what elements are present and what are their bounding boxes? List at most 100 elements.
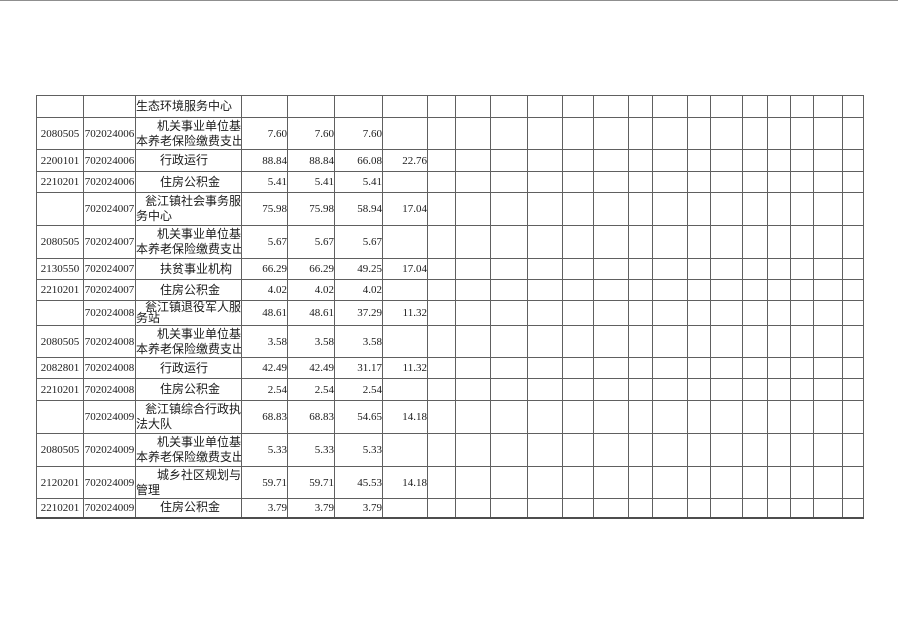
empty-cell [593,400,629,434]
empty-cell [842,95,864,118]
empty-cell [593,466,629,499]
empty-cell [628,498,653,518]
empty-cell [527,117,563,150]
empty-cell [593,433,629,467]
functional-code-cell: 2210201 [36,279,84,301]
empty-cell [842,400,864,434]
empty-cell [593,357,629,379]
value-cell: 31.17 [334,357,383,379]
empty-cell [490,433,528,467]
value-cell: 14.18 [382,466,428,499]
empty-cell [710,466,743,499]
empty-cell [842,258,864,280]
value-cell: 3.79 [241,498,288,518]
empty-cell [628,325,653,358]
empty-cell [455,95,491,118]
empty-cell [767,378,791,401]
empty-cell [628,433,653,467]
table-row: 702024009 瓮江镇综合行政执 法大队 68.83 68.83 54.65 14.18 [36,400,864,434]
unit-code-cell: 702024008 [83,325,136,358]
empty-cell [687,400,711,434]
empty-cell [490,225,528,259]
empty-cell [562,357,594,379]
empty-cell [790,325,814,358]
value-cell: 17.04 [382,258,428,280]
empty-cell [562,378,594,401]
empty-cell [652,192,688,226]
value-cell [382,279,428,301]
value-cell: 68.83 [241,400,288,434]
name-line: 行政运行 [160,153,209,167]
value-cell [382,95,428,118]
name-line: 管理 [136,482,161,497]
value-cell: 5.33 [241,433,288,467]
empty-cell [710,279,743,301]
value-cell [287,95,335,118]
empty-cell [842,279,864,301]
empty-cell [527,279,563,301]
name-line: 住房公积金 [160,500,221,515]
empty-cell [790,433,814,467]
unit-code-cell [83,95,136,118]
empty-cell [628,400,653,434]
empty-cell [687,325,711,358]
value-cell: 45.53 [334,466,383,499]
empty-cell [562,95,594,118]
value-cell: 37.29 [334,300,383,326]
value-cell: 66.08 [334,149,383,172]
functional-code-cell: 2120201 [36,466,84,499]
empty-cell [490,149,528,172]
table-row: 2080505 702024007 机关事业单位基 本养老保险缴费支出 5.67 5.67… [36,225,864,259]
empty-cell [710,95,743,118]
empty-cell [628,171,653,193]
value-cell: 4.02 [334,279,383,301]
value-cell: 2.54 [241,378,288,401]
functional-code-cell: 2080505 [36,325,84,358]
value-cell: 2.54 [287,378,335,401]
empty-cell [767,357,791,379]
value-cell: 5.41 [241,171,288,193]
empty-cell [455,498,491,518]
empty-cell [813,95,843,118]
value-cell: 48.61 [287,300,335,326]
empty-cell [490,279,528,301]
empty-cell [562,171,594,193]
empty-cell [628,225,653,259]
empty-cell [767,466,791,499]
empty-cell [593,325,629,358]
empty-cell [842,192,864,226]
empty-cell [628,192,653,226]
name-line: 本养老保险缴费支出 [136,133,242,148]
empty-cell [790,117,814,150]
value-cell: 42.49 [241,357,288,379]
empty-cell [687,433,711,467]
empty-cell [742,225,768,259]
empty-cell [652,258,688,280]
empty-cell [593,149,629,172]
empty-cell [710,300,743,326]
empty-cell [455,149,491,172]
empty-cell [813,325,843,358]
name-cell: 行政运行 [135,149,242,172]
name-cell: 城乡社区规划与 管理 [135,466,242,499]
empty-cell [562,498,594,518]
empty-cell [628,300,653,326]
budget-table: 生态环境服务中心 2080505 702024006 机关事业单位基 本养老保险缴费支出… [36,95,864,519]
empty-cell [427,258,456,280]
name-line: 法大队 [136,417,173,431]
empty-cell [527,466,563,499]
value-cell: 2.54 [334,378,383,401]
empty-cell [813,279,843,301]
name-line: 生态环境服务中心 [136,99,233,113]
value-cell: 5.41 [334,171,383,193]
empty-cell [687,279,711,301]
empty-cell [790,95,814,118]
empty-cell [742,400,768,434]
name-cell: 住房公积金 [135,378,242,401]
value-cell: 88.84 [287,149,335,172]
name-cell: 机关事业单位基 本养老保险缴费支出 [135,433,242,467]
empty-cell [562,325,594,358]
empty-cell [455,300,491,326]
name-cell: 瓮江镇退役军人服 务站 [135,300,242,326]
value-cell: 3.58 [241,325,288,358]
